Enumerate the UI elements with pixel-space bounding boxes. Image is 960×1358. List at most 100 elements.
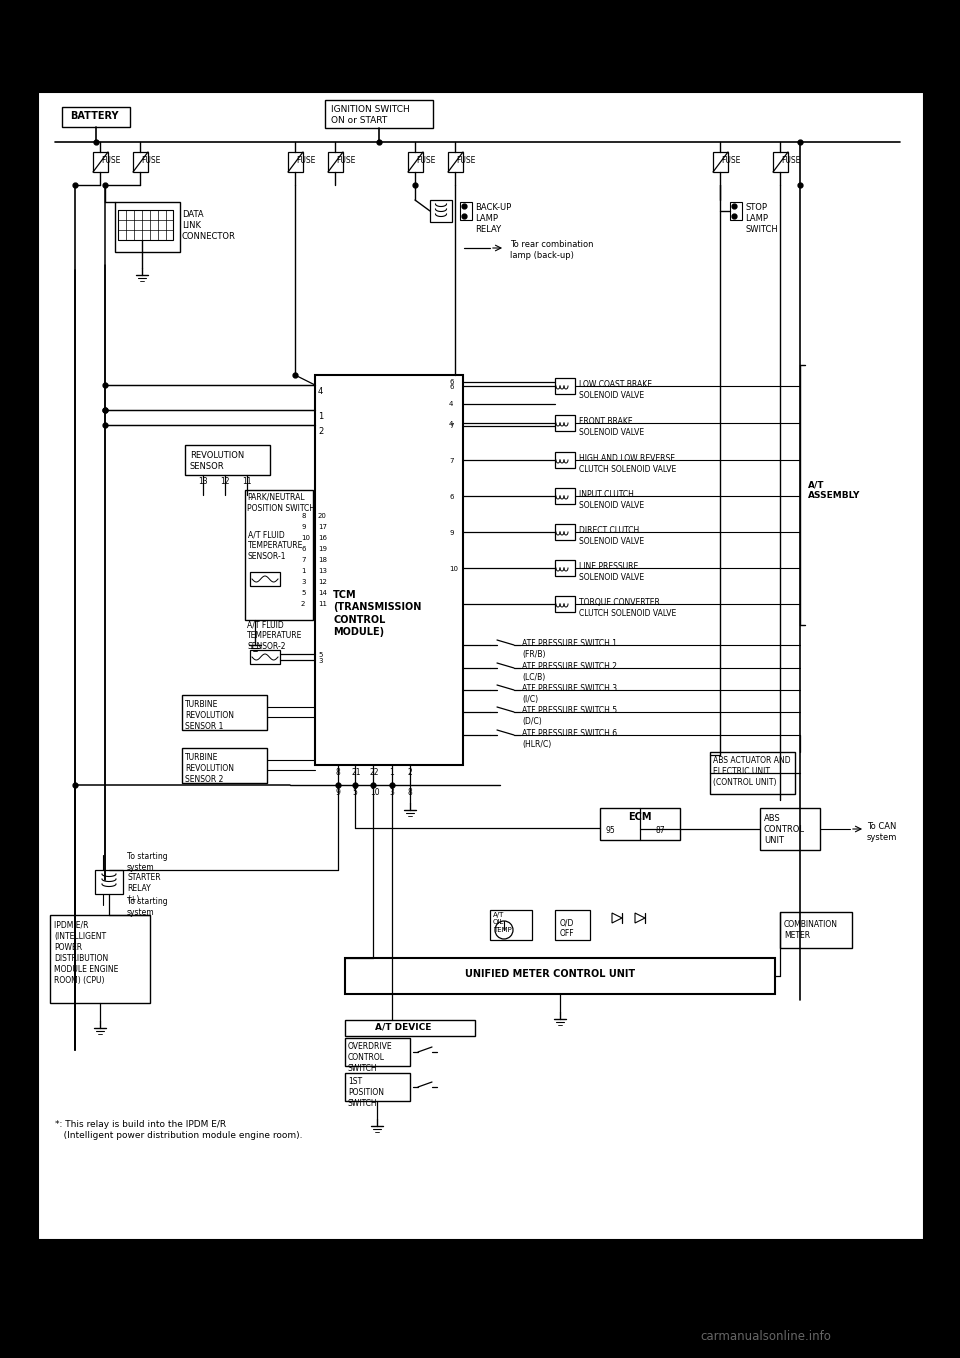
Bar	[93, 152, 108, 172]
Text: 19: 19	[318, 546, 327, 551]
Polygon shape	[612, 913, 622, 923]
Bar	[555, 596, 575, 612]
Text: IPDM E/R
(INTELLIGENT
POWER
DISTRIBUTION
MODULE ENGINE
ROOM) (CPU): IPDM E/R (INTELLIGENT POWER DISTRIBUTION…	[54, 921, 118, 986]
Bar	[62, 107, 130, 128]
Text: 13: 13	[318, 568, 327, 574]
Bar	[328, 152, 343, 172]
Bar	[430, 200, 452, 221]
Text: 12: 12	[318, 579, 326, 585]
Bar	[600, 808, 680, 841]
Text: 8: 8	[335, 769, 340, 777]
Bar	[773, 152, 788, 172]
Text: To starting
system: To starting system	[127, 851, 168, 872]
Bar	[315, 375, 463, 765]
Bar	[408, 152, 423, 172]
Text: INPUT CLUTCH
SOLENOID VALVE: INPUT CLUTCH SOLENOID VALVE	[579, 490, 644, 511]
Text: ECM: ECM	[628, 812, 652, 822]
Text: 1ST
POSITION
SWITCH: 1ST POSITION SWITCH	[348, 1077, 384, 1108]
Text: A/T DEVICE: A/T DEVICE	[375, 1023, 431, 1032]
Text: 3: 3	[389, 788, 394, 797]
Text: FUSE: FUSE	[416, 156, 436, 166]
Bar	[250, 650, 280, 664]
Text: To rear combination
lamp (back-up): To rear combination lamp (back-up)	[510, 240, 593, 261]
Text: FUSE: FUSE	[296, 156, 316, 166]
Text: BACK-UP
LAMP
RELAY: BACK-UP LAMP RELAY	[475, 202, 512, 234]
Text: 2: 2	[301, 602, 305, 607]
Text: 18: 18	[318, 557, 327, 564]
Bar	[460, 202, 472, 220]
Text: FUSE: FUSE	[101, 156, 120, 166]
Text: A/T FLUID
TEMPERATURE
SENSOR-1: A/T FLUID TEMPERATURE SENSOR-1	[248, 530, 303, 561]
Text: TURBINE
REVOLUTION
SENSOR 1: TURBINE REVOLUTION SENSOR 1	[185, 699, 234, 731]
Text: A/T FLUID
TEMPERATURE
SENSOR-2: A/T FLUID TEMPERATURE SENSOR-2	[247, 621, 302, 652]
Text: 3: 3	[301, 579, 305, 585]
Text: 14: 14	[318, 589, 326, 596]
Text: FRONT BRAKE
SOLENOID VALVE: FRONT BRAKE SOLENOID VALVE	[579, 417, 644, 437]
Bar	[710, 752, 795, 794]
Text: 6: 6	[449, 379, 453, 386]
Text: A/T
ASSEMBLY: A/T ASSEMBLY	[808, 479, 860, 500]
Bar	[555, 488, 575, 504]
Bar	[182, 748, 267, 784]
Text: carmanualsonline.info: carmanualsonline.info	[700, 1329, 830, 1343]
Text: OVERDRIVE
CONTROL
SWITCH: OVERDRIVE CONTROL SWITCH	[348, 1042, 393, 1073]
Bar	[448, 152, 463, 172]
Text: ABS
CONTROL
UNIT: ABS CONTROL UNIT	[764, 813, 805, 845]
Bar	[713, 152, 728, 172]
Text: TCM
(TRANSMISSION
CONTROL
MODULE): TCM (TRANSMISSION CONTROL MODULE)	[333, 589, 421, 637]
Text: 12: 12	[220, 477, 229, 486]
Text: 13: 13	[198, 477, 207, 486]
Text: ATF PRESSURE SWITCH 3
(I/C): ATF PRESSURE SWITCH 3 (I/C)	[522, 684, 617, 703]
Text: 6: 6	[449, 494, 453, 500]
Text: TURBINE
REVOLUTION
SENSOR 2: TURBINE REVOLUTION SENSOR 2	[185, 752, 234, 784]
Bar	[288, 152, 303, 172]
Bar	[345, 1038, 410, 1066]
Text: ATF PRESSURE SWITCH 2
(LC/B): ATF PRESSURE SWITCH 2 (LC/B)	[522, 661, 617, 682]
Text: 11: 11	[318, 602, 327, 607]
Text: LINE PRESSURE
SOLENOID VALVE: LINE PRESSURE SOLENOID VALVE	[579, 562, 644, 583]
Text: COMBINATION
METER: COMBINATION METER	[784, 919, 838, 940]
Text: 16: 16	[318, 535, 327, 540]
Text: 1: 1	[301, 568, 305, 574]
Text: ATF PRESSURE SWITCH 6
(HLR/C): ATF PRESSURE SWITCH 6 (HLR/C)	[522, 729, 617, 750]
Text: 7: 7	[449, 422, 453, 429]
Bar	[780, 913, 852, 948]
Text: ATF PRESSURE SWITCH 1
(FR/B): ATF PRESSURE SWITCH 1 (FR/B)	[522, 640, 617, 659]
Text: UNIFIED METER CONTROL UNIT: UNIFIED METER CONTROL UNIT	[465, 970, 636, 979]
Text: STARTER
RELAY
(+): STARTER RELAY (+)	[127, 873, 160, 904]
Bar	[555, 524, 575, 540]
Text: *: This relay is build into the IPDM E/R
   (Intelligent power distribution modu: *: This relay is build into the IPDM E/R…	[55, 1120, 302, 1141]
Text: 4: 4	[318, 387, 324, 397]
Text: IGNITION SWITCH
ON or START: IGNITION SWITCH ON or START	[331, 105, 410, 125]
Bar	[345, 957, 775, 994]
Text: To CAN
system: To CAN system	[867, 822, 898, 842]
Bar	[95, 870, 123, 894]
Text: 10: 10	[370, 788, 379, 797]
Bar	[325, 100, 433, 128]
Text: STOP
LAMP
SWITCH: STOP LAMP SWITCH	[745, 202, 778, 234]
Bar	[555, 452, 575, 469]
Bar	[555, 416, 575, 430]
Bar	[118, 210, 173, 240]
Text: 17: 17	[318, 524, 327, 530]
Text: 11: 11	[242, 477, 252, 486]
Text: PARK/NEUTRAL
POSITION SWITCH: PARK/NEUTRAL POSITION SWITCH	[247, 493, 315, 513]
Text: A/T
OIL
TEMP: A/T OIL TEMP	[493, 913, 512, 933]
Text: FUSE: FUSE	[141, 156, 160, 166]
Text: 9: 9	[301, 524, 305, 530]
Text: 8: 8	[301, 513, 305, 519]
Text: O/D
OFF: O/D OFF	[560, 918, 575, 938]
Text: 87: 87	[655, 826, 664, 835]
Text: FUSE: FUSE	[721, 156, 740, 166]
Text: FUSE: FUSE	[336, 156, 355, 166]
Bar	[182, 695, 267, 731]
Bar	[38, 92, 924, 1240]
Text: 9: 9	[449, 530, 453, 536]
Text: 4: 4	[449, 401, 453, 407]
Text: 2: 2	[318, 426, 324, 436]
Text: 2: 2	[407, 769, 412, 777]
Bar	[760, 808, 820, 850]
Text: 20: 20	[318, 513, 326, 519]
Text: 21: 21	[352, 769, 362, 777]
Text: REVOLUTION
SENSOR: REVOLUTION SENSOR	[190, 451, 244, 471]
